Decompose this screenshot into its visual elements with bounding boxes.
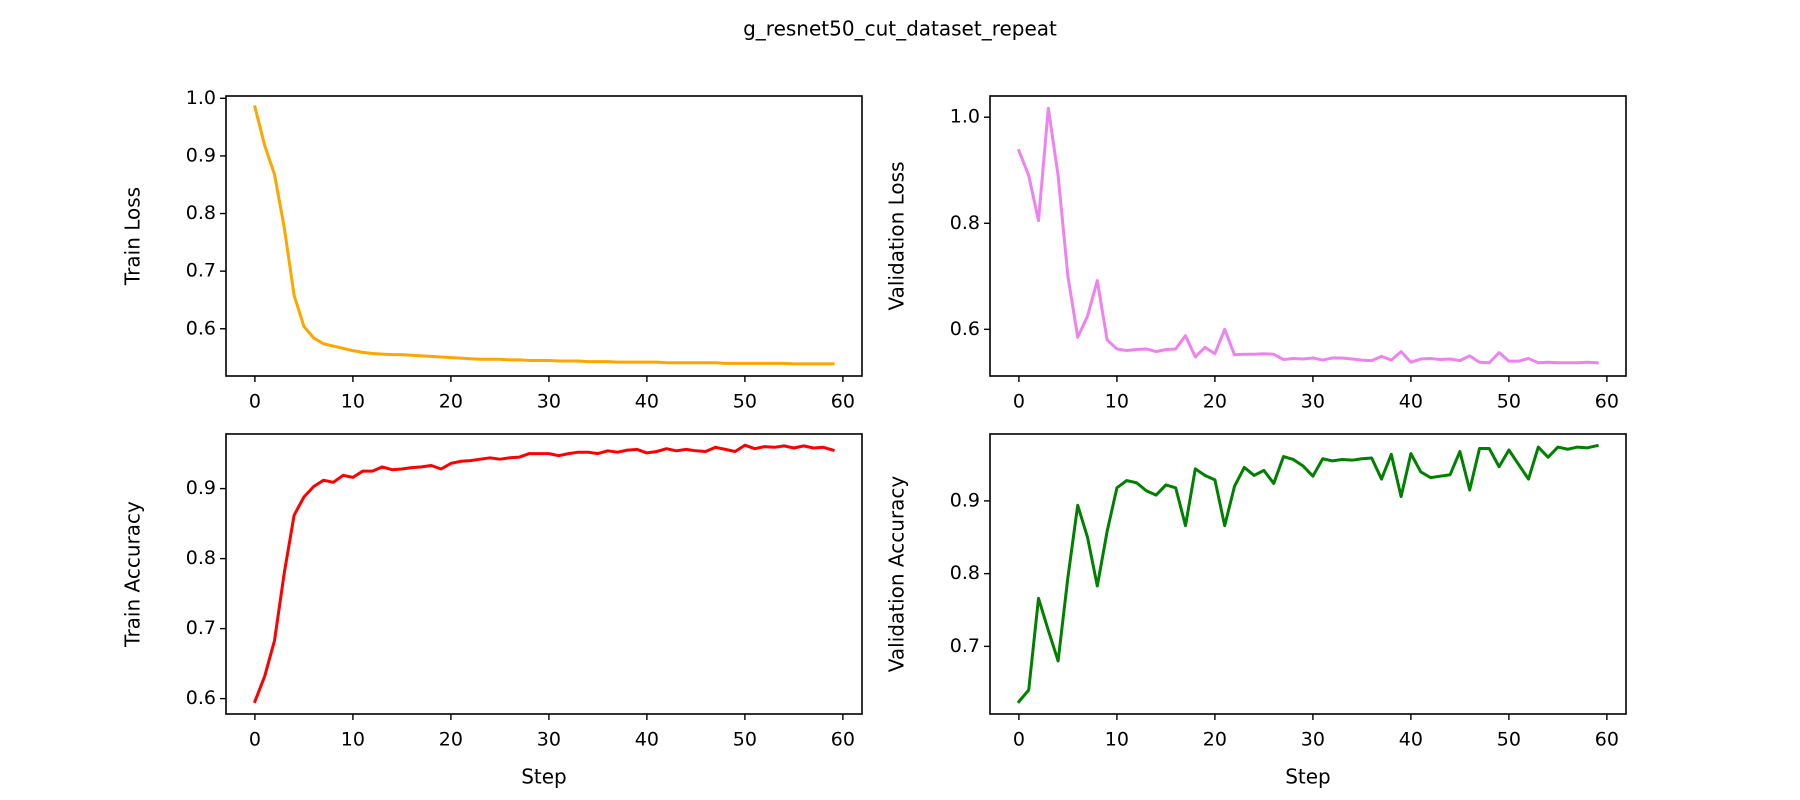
validation-loss-y-tick-label: 0.8 bbox=[950, 212, 980, 234]
train-loss-axes-frame bbox=[225, 95, 863, 377]
train-loss-series-line bbox=[253, 105, 835, 366]
train-accuracy-x-tick-label: 50 bbox=[733, 729, 757, 751]
validation-accuracy-x-tick-label: 50 bbox=[1497, 729, 1521, 751]
validation-loss-y-tick-label: 0.6 bbox=[950, 318, 980, 340]
validation-loss-series-line bbox=[1016, 106, 1599, 365]
train-loss-x-tick-label: 30 bbox=[537, 391, 561, 413]
validation-loss-x-tick-label: 40 bbox=[1399, 391, 1423, 413]
validation-accuracy-x-tick-label: 0 bbox=[1013, 729, 1025, 751]
train-loss-x-tick-label: 10 bbox=[341, 391, 365, 413]
train-accuracy-x-tick-label: 10 bbox=[341, 729, 365, 751]
train-accuracy-y-tick-label: 0.6 bbox=[186, 687, 216, 709]
train-accuracy-x-tick-label: 60 bbox=[831, 729, 855, 751]
validation-accuracy-panel: 0 10 20 30 40 50 60 0.7 0.8 0.9 Validation Accurac… bbox=[885, 433, 1627, 789]
validation-loss-x-tick-label: 0 bbox=[1013, 391, 1025, 413]
train-accuracy-y-tick-label: 0.9 bbox=[186, 477, 216, 499]
validation-loss-axes-frame bbox=[989, 95, 1627, 377]
train-loss-x-tick-label: 50 bbox=[733, 391, 757, 413]
train-accuracy-y-axis-label: Train Accuracy bbox=[121, 501, 145, 648]
validation-accuracy-y-tick-label: 0.7 bbox=[950, 635, 980, 657]
train-loss-y-tick-label: 0.7 bbox=[186, 260, 216, 282]
train-accuracy-series-line bbox=[252, 443, 835, 704]
train-loss-panel: 0 10 20 30 40 50 60 0.6 0.7 0.8 0.9 1.0 Train Loss bbox=[121, 87, 863, 413]
train-accuracy-panel: 0 10 20 30 40 50 60 0.6 0.7 0.8 0.9 Train Accuracy S… bbox=[121, 433, 863, 789]
validation-accuracy-y-tick-label: 0.9 bbox=[950, 489, 980, 511]
validation-accuracy-x-tick-label: 20 bbox=[1203, 729, 1227, 751]
train-accuracy-x-tick-label: 40 bbox=[635, 729, 659, 751]
train-loss-x-tick-label: 0 bbox=[249, 391, 261, 413]
train-accuracy-x-tick-label: 0 bbox=[249, 729, 261, 751]
train-accuracy-y-tick-label: 0.8 bbox=[186, 547, 216, 569]
train-accuracy-x-tick-label: 20 bbox=[439, 729, 463, 751]
validation-loss-y-axis-label: Validation Loss bbox=[885, 162, 909, 311]
train-loss-y-tick-label: 0.9 bbox=[186, 144, 216, 166]
validation-loss-x-tick-label: 20 bbox=[1203, 391, 1227, 413]
validation-accuracy-series-line bbox=[1016, 443, 1599, 704]
validation-accuracy-x-tick-label: 40 bbox=[1399, 729, 1423, 751]
train-loss-y-tick-label: 1.0 bbox=[186, 87, 216, 109]
validation-accuracy-x-tick-label: 30 bbox=[1301, 729, 1325, 751]
validation-loss-x-tick-label: 50 bbox=[1497, 391, 1521, 413]
validation-accuracy-y-tick-label: 0.8 bbox=[950, 562, 980, 584]
train-loss-x-tick-label: 20 bbox=[439, 391, 463, 413]
validation-loss-x-tick-label: 30 bbox=[1301, 391, 1325, 413]
validation-loss-x-tick-label: 10 bbox=[1105, 391, 1129, 413]
train-accuracy-x-axis-label: Step bbox=[521, 765, 567, 789]
validation-accuracy-y-axis-label: Validation Accuracy bbox=[885, 476, 909, 673]
train-accuracy-y-tick-label: 0.7 bbox=[186, 617, 216, 639]
figure-title: g_resnet50_cut_dataset_repeat bbox=[743, 17, 1057, 41]
train-loss-y-tick-label: 0.8 bbox=[186, 202, 216, 224]
train-accuracy-x-tick-label: 30 bbox=[537, 729, 561, 751]
validation-accuracy-x-tick-label: 60 bbox=[1595, 729, 1619, 751]
train-loss-y-tick-label: 0.6 bbox=[186, 317, 216, 339]
validation-loss-y-tick-label: 1.0 bbox=[950, 106, 980, 128]
validation-accuracy-x-axis-label: Step bbox=[1285, 765, 1331, 789]
validation-loss-x-tick-label: 60 bbox=[1595, 391, 1619, 413]
validation-accuracy-x-tick-label: 10 bbox=[1105, 729, 1129, 751]
validation-loss-panel: 0 10 20 30 40 50 60 0.6 0.8 1.0 Validation Loss bbox=[885, 95, 1627, 413]
train-loss-y-axis-label: Train Loss bbox=[121, 187, 145, 286]
train-accuracy-axes-frame bbox=[225, 433, 863, 715]
train-loss-x-tick-label: 40 bbox=[635, 391, 659, 413]
train-loss-x-tick-label: 60 bbox=[831, 391, 855, 413]
